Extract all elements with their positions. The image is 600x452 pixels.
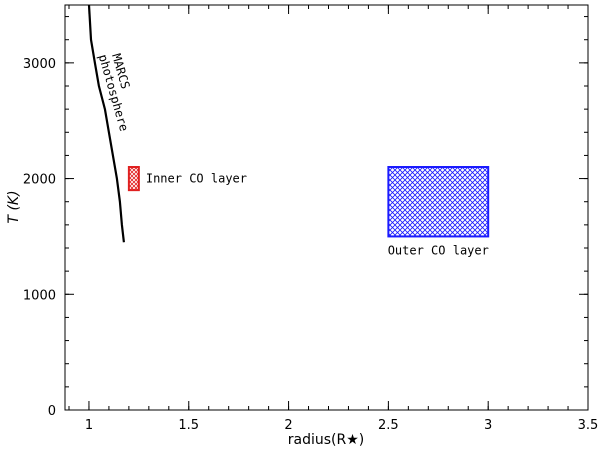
x-tick-labels: 1 1.5 2 2.5 3 3.5 (85, 418, 599, 433)
x-tick-label: 1 (85, 418, 93, 433)
y-tick-label: 0 (48, 404, 56, 419)
y-tick-label: 3000 (23, 57, 56, 72)
y-axis-ticks (65, 16, 588, 411)
x-tick-label: 3 (484, 418, 492, 433)
x-tick-label: 2.5 (378, 418, 399, 433)
y-tick-labels: 0 1000 2000 3000 (23, 57, 56, 419)
inner-co-layer-region (127, 166, 140, 192)
outer-co-layer-region (387, 166, 490, 238)
x-axis-label: radius(R★) (288, 432, 364, 448)
series-line-marcs-photosphere (87, 4, 125, 243)
plot-frame (64, 4, 589, 411)
y-axis-label: T (K) (6, 190, 22, 223)
x-tick-label: 3.5 (578, 418, 599, 433)
outer-co-layer-label: Outer CO layer (388, 243, 489, 257)
photosphere-label: MARCS photosphere (96, 52, 133, 133)
x-tick-label: 2 (284, 418, 292, 433)
series (87, 4, 125, 243)
x-tick-label: 1.5 (178, 418, 199, 433)
inner-co-layer-label: Inner CO layer (146, 172, 247, 186)
y-tick-label: 1000 (23, 288, 56, 303)
regions: Inner CO layer Outer CO layer (127, 166, 490, 257)
y-tick-label: 2000 (23, 173, 56, 188)
x-axis-ticks (68, 5, 589, 410)
